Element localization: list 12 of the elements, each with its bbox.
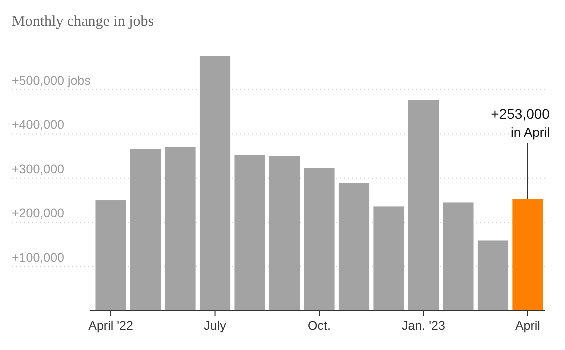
x-tick-label: Jan. '23 <box>402 319 446 333</box>
y-tick-label: +500,000 jobs <box>12 74 91 88</box>
y-tick-label: +100,000 <box>12 250 65 265</box>
y-tick-label: +400,000 <box>12 118 65 132</box>
y-tick-label: +200,000 <box>12 206 65 221</box>
y-tick-label: +300,000 <box>12 162 65 176</box>
annotation: +253,000 in April <box>491 106 550 140</box>
x-tick-label: April <box>515 319 540 333</box>
x-tick-label: April '22 <box>88 319 134 333</box>
x-tick-label: Oct. <box>308 319 331 333</box>
x-tick-label: July <box>204 319 228 333</box>
chart-title: Monthly change in jobs <box>12 14 154 30</box>
